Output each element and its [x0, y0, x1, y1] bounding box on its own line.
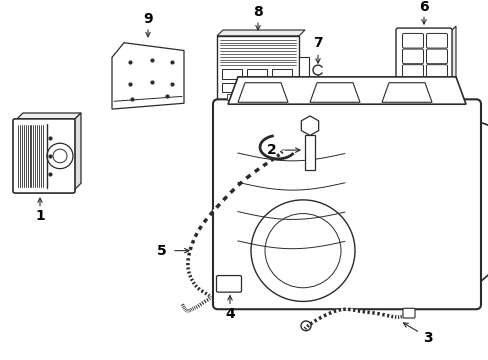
Text: 1: 1 — [35, 210, 45, 224]
Bar — [246, 83, 266, 93]
Bar — [282, 94, 289, 100]
Text: 4: 4 — [224, 307, 234, 321]
Bar — [246, 69, 266, 79]
FancyBboxPatch shape — [402, 33, 423, 48]
FancyBboxPatch shape — [216, 275, 241, 292]
Text: 7: 7 — [312, 36, 322, 50]
Polygon shape — [309, 83, 359, 102]
FancyBboxPatch shape — [213, 99, 480, 309]
FancyBboxPatch shape — [13, 119, 75, 193]
Polygon shape — [449, 26, 455, 82]
Polygon shape — [15, 113, 81, 121]
Bar — [226, 94, 235, 100]
Text: 2: 2 — [266, 143, 276, 157]
Bar — [271, 83, 291, 93]
Polygon shape — [381, 83, 431, 102]
Text: 5: 5 — [157, 244, 166, 258]
Polygon shape — [301, 116, 318, 135]
Polygon shape — [227, 77, 465, 104]
Bar — [298, 57, 308, 83]
Bar — [271, 69, 291, 79]
Bar — [427, 84, 439, 91]
FancyBboxPatch shape — [402, 308, 414, 318]
Polygon shape — [470, 119, 488, 290]
Bar — [246, 94, 254, 100]
Bar — [222, 83, 242, 93]
Bar — [217, 36, 298, 102]
FancyBboxPatch shape — [426, 49, 447, 64]
FancyBboxPatch shape — [426, 65, 447, 79]
FancyBboxPatch shape — [395, 28, 451, 86]
Bar — [405, 84, 417, 91]
Polygon shape — [73, 113, 81, 191]
Polygon shape — [217, 30, 305, 36]
Text: 3: 3 — [422, 330, 432, 345]
FancyBboxPatch shape — [402, 49, 423, 64]
Text: 6: 6 — [418, 0, 428, 14]
Polygon shape — [238, 83, 287, 102]
Text: 8: 8 — [253, 5, 263, 19]
Text: 9: 9 — [143, 12, 153, 26]
Bar — [222, 69, 242, 79]
Bar — [305, 135, 314, 170]
FancyBboxPatch shape — [402, 65, 423, 79]
Polygon shape — [112, 43, 183, 109]
FancyBboxPatch shape — [426, 33, 447, 48]
Bar — [266, 94, 274, 100]
